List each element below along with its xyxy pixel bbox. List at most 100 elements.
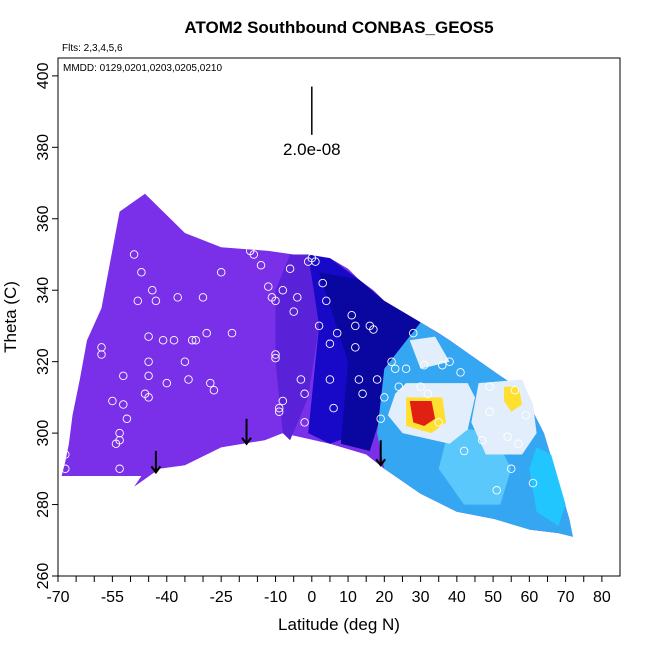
field-region-navy [319,272,421,451]
sample-point [347,310,356,320]
dates-annotation: MMDD: 0129,0201,0203,0205,0210 [63,63,222,74]
x-tick-label: 80 [593,589,611,606]
sample-point [343,253,353,263]
sample-point [325,375,335,384]
flights-annotation: Flts: 2,3,4,5,6 [62,43,123,54]
sample-point [148,285,157,295]
sample-point [133,296,143,306]
tropopause-arrow-head [150,465,162,475]
tropopause-arrow-head [241,437,252,446]
sample-point [485,382,494,391]
x-tick-label: 50 [484,589,502,606]
sample-point [521,410,530,420]
y-tick-label: 340 [35,277,52,304]
sample-point [144,393,153,402]
sample-point [115,428,124,438]
tropopause-arrow-head [375,458,386,467]
sample-point [119,371,128,381]
y-axis-label: Theta (C) [1,281,20,353]
sample-point [510,385,520,395]
sample-point [503,432,512,441]
sample-point [329,403,338,413]
sample-point [438,360,447,370]
sample-point [354,375,364,384]
sample-point [274,407,284,416]
heatmap-field [61,193,573,537]
x-tick-label: -40 [155,589,178,606]
sample-point [351,343,360,352]
sample-point [419,360,429,370]
sample-point [198,293,208,302]
sample-point [144,332,153,341]
x-tick-label: 0 [307,589,316,606]
sample-point [173,293,182,302]
y-tick-label: 400 [35,62,52,89]
sample-point [311,257,320,266]
sample-point [122,414,132,424]
x-tick-label: 20 [375,589,393,606]
y-tick-label: 380 [35,134,52,161]
sample-point [459,446,469,456]
x-tick-label: 60 [520,589,538,606]
sample-point [227,328,237,338]
sample-point [162,378,172,388]
tropopause-arrows [150,418,386,475]
y-tick-label: 320 [35,348,52,375]
sample-point [271,296,280,306]
sample-point [144,371,153,381]
sample-point [325,339,335,349]
sample-point [456,368,465,377]
sample-point [485,407,494,416]
sample-point [206,378,215,388]
y-tick-label: 280 [35,491,52,518]
sample-point [394,382,404,391]
x-axis: -70 -55 -40 -25 -10 0 10 20 30 40 50 60 70 80 [46,575,620,606]
sample-point [144,357,153,366]
x-tick-label: -10 [264,589,287,606]
sample-point [477,435,487,445]
sample-point [61,464,70,474]
sample-point [180,357,190,366]
sample-point [115,464,124,474]
sample-point [271,353,280,363]
sample-point [187,335,197,345]
sample-point [209,385,219,395]
x-tick-label: -70 [46,589,69,606]
sample-point [416,382,425,391]
chart-title: ATOM2 Southbound CONBAS_GEOS5 [184,18,493,37]
sample-point [115,435,124,445]
sample-point [137,268,146,277]
sample-point [271,350,280,359]
y-tick-label: 300 [35,420,52,447]
sample-point [169,335,179,345]
y-axis: 260 280 300 320 340 360 380 400 [35,62,58,589]
sample-point [318,278,327,288]
y-tick-label: 260 [35,563,52,590]
sample-point [249,250,259,259]
sample-point [285,264,295,274]
sample-point [340,253,349,263]
scale-label: 2.0e-08 [283,140,341,159]
sample-point [300,418,309,427]
sample-point [296,375,306,384]
sample-point [387,357,396,366]
sample-point [506,464,516,474]
sample-point [202,328,211,338]
sample-point [322,296,331,306]
sample-point [278,396,288,406]
sample-point [256,260,266,270]
sample-point [423,389,433,399]
x-tick-label: -25 [210,589,233,606]
field-region-red [409,401,436,426]
sample-point [380,393,389,402]
x-tick-label: 30 [412,589,430,606]
sample-point [514,439,523,449]
sample-point [434,418,443,427]
sample-point [314,321,324,331]
sample-point [358,389,367,399]
sample-point [216,268,226,277]
y-tick-label: 360 [35,205,52,232]
sample-point [119,400,128,409]
sample-point [351,321,360,331]
